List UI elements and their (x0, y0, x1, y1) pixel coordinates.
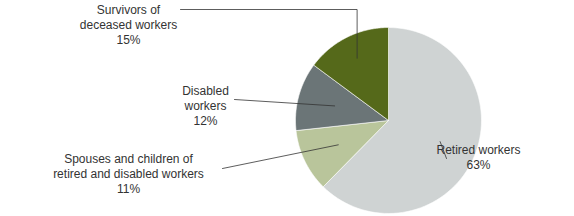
svg-text:Retired workers63%: Retired workers63% (436, 143, 520, 172)
svg-text:Spouses and children ofretired: Spouses and children ofretired and disab… (53, 152, 204, 196)
svg-text:Disabledworkers12%: Disabledworkers12% (182, 84, 229, 128)
svg-text:Survivors ofdeceased workers15: Survivors ofdeceased workers15% (80, 3, 177, 47)
